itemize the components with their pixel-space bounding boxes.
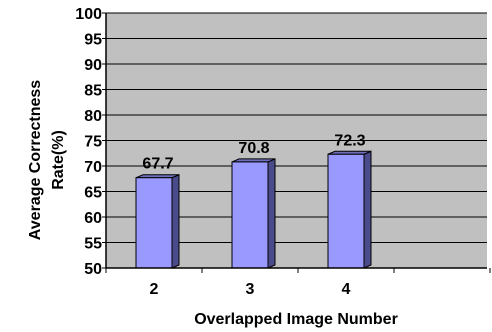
y-tick-label: 50 [84, 261, 102, 278]
y-tick-label: 70 [84, 159, 102, 176]
y-tick-label: 100 [75, 6, 102, 23]
y-tick-label: 60 [84, 210, 102, 227]
bars [135, 150, 372, 269]
data-label: 72.3 [334, 132, 365, 149]
bar [327, 153, 365, 269]
y-tick-label: 75 [84, 134, 102, 151]
y-tick-label: 95 [84, 32, 102, 49]
x-axis-label: Overlapped Image Number [194, 311, 398, 328]
bar-side [363, 150, 372, 269]
value-labels: 67.7 70.8 72.3 [142, 132, 365, 172]
x-tick-label: 2 [150, 281, 159, 298]
y-tick-label: 90 [84, 57, 102, 74]
y-tick-label: 65 [84, 185, 102, 202]
y-tick-label: 80 [84, 108, 102, 125]
bar-side [267, 158, 276, 269]
x-tick-labels: 2 3 4 [150, 281, 351, 298]
bar-side [171, 173, 180, 269]
x-tick-label: 3 [246, 281, 255, 298]
data-label: 67.7 [142, 156, 173, 173]
axes [102, 12, 491, 273]
y-axis-label-line2: Rate(%) [50, 130, 67, 190]
y-tick-label: 85 [84, 83, 102, 100]
y-tick-label: 55 [84, 236, 102, 253]
y-axis-label-line1: Average Correctness [27, 80, 44, 240]
x-tick-label: 4 [342, 281, 351, 298]
data-label: 70.8 [238, 140, 269, 157]
bar [135, 177, 173, 269]
bar [231, 161, 269, 269]
y-tick-labels: 50 55 60 65 70 75 80 85 90 95 100 [75, 6, 102, 278]
